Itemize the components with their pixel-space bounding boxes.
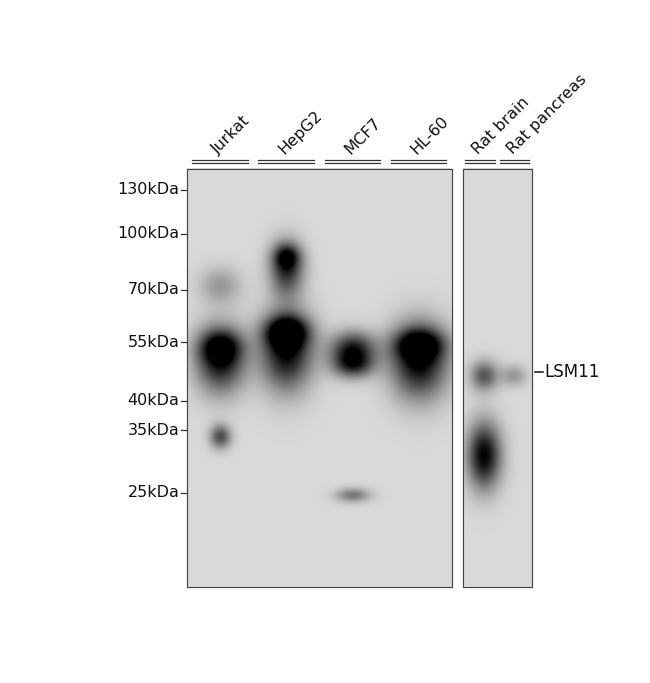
Text: Rat pancreas: Rat pancreas [504, 72, 590, 157]
Text: 40kDa: 40kDa [127, 393, 179, 408]
Text: HepG2: HepG2 [276, 108, 325, 157]
Bar [187, 169, 452, 587]
Text: 130kDa: 130kDa [118, 182, 179, 197]
Text: LSM11: LSM11 [545, 363, 600, 380]
Text: Rat brain: Rat brain [469, 94, 532, 157]
Text: Jurkat: Jurkat [209, 113, 254, 157]
Text: 70kDa: 70kDa [127, 283, 179, 298]
Text: 25kDa: 25kDa [127, 485, 179, 500]
Text: 35kDa: 35kDa [128, 423, 179, 438]
Bar [463, 169, 532, 587]
Text: HL-60: HL-60 [408, 113, 452, 157]
Text: MCF7: MCF7 [342, 115, 384, 157]
Text: 55kDa: 55kDa [127, 335, 179, 350]
Bar [463, 169, 532, 587]
Bar [187, 169, 452, 587]
Text: 100kDa: 100kDa [118, 226, 179, 241]
